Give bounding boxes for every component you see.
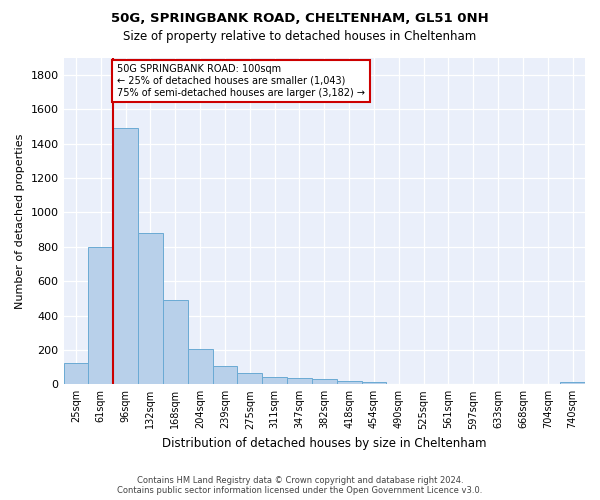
Bar bbox=[312, 379, 337, 384]
Text: Size of property relative to detached houses in Cheltenham: Size of property relative to detached ho… bbox=[124, 30, 476, 43]
Bar bbox=[238, 373, 262, 384]
Bar bbox=[212, 366, 238, 384]
Bar bbox=[262, 377, 287, 384]
Bar bbox=[188, 349, 212, 384]
Bar bbox=[287, 378, 312, 384]
Text: 50G SPRINGBANK ROAD: 100sqm
← 25% of detached houses are smaller (1,043)
75% of : 50G SPRINGBANK ROAD: 100sqm ← 25% of det… bbox=[117, 64, 365, 98]
Text: Contains HM Land Registry data © Crown copyright and database right 2024.
Contai: Contains HM Land Registry data © Crown c… bbox=[118, 476, 482, 495]
X-axis label: Distribution of detached houses by size in Cheltenham: Distribution of detached houses by size … bbox=[162, 437, 487, 450]
Bar bbox=[138, 233, 163, 384]
Bar bbox=[64, 363, 88, 384]
Bar bbox=[560, 382, 585, 384]
Bar bbox=[113, 128, 138, 384]
Bar bbox=[88, 246, 113, 384]
Bar bbox=[362, 382, 386, 384]
Bar bbox=[337, 381, 362, 384]
Y-axis label: Number of detached properties: Number of detached properties bbox=[15, 133, 25, 308]
Bar bbox=[163, 300, 188, 384]
Text: 50G, SPRINGBANK ROAD, CHELTENHAM, GL51 0NH: 50G, SPRINGBANK ROAD, CHELTENHAM, GL51 0… bbox=[111, 12, 489, 26]
